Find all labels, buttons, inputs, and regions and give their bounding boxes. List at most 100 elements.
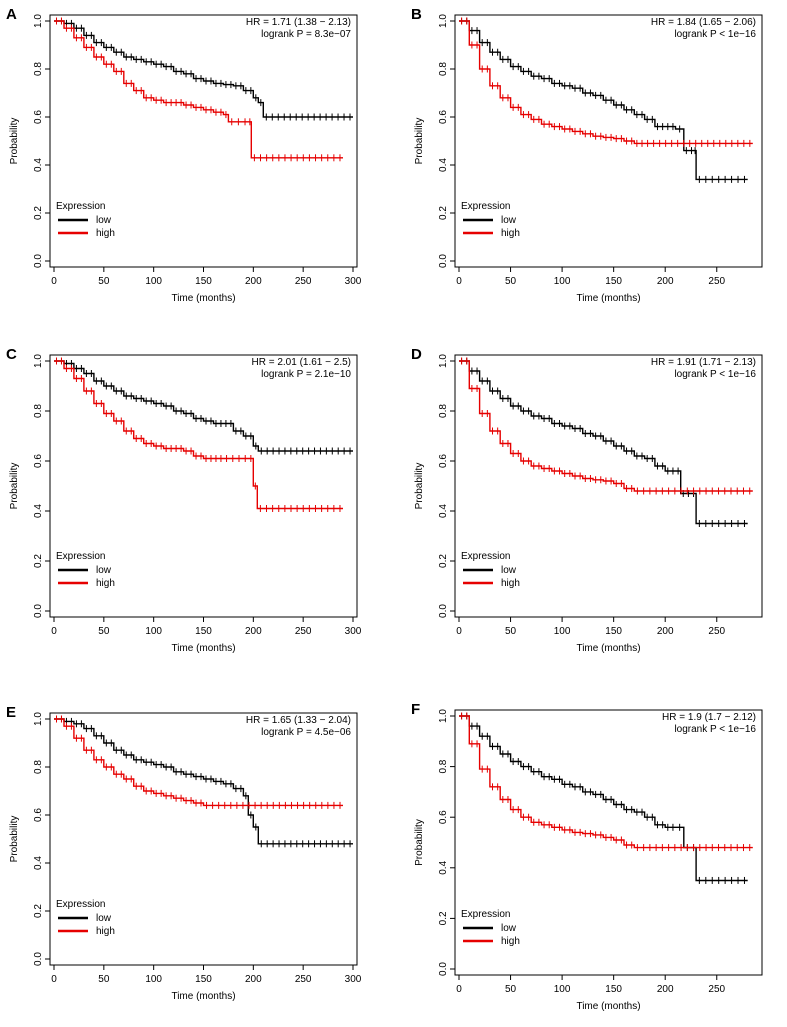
x-tick-label: 150 bbox=[195, 974, 212, 985]
x-tick-label: 50 bbox=[505, 626, 517, 637]
panel-a: A 0.0 0.2 0.4 0.6 0.8 1.0 0 50 100 150 200 250 300 Tim… bbox=[6, 6, 362, 304]
x-tick-label: 50 bbox=[98, 276, 110, 287]
legend-title: Expression bbox=[56, 201, 105, 212]
x-axis-label: Time (months) bbox=[171, 643, 235, 654]
x-tick-label: 100 bbox=[145, 974, 162, 985]
censor-marks-high bbox=[55, 715, 341, 809]
hr-text: HR = 1.91 (1.71 − 2.13) bbox=[651, 357, 756, 368]
y-tick-label: 1.0 bbox=[438, 354, 449, 368]
x-tick-label: 250 bbox=[708, 984, 725, 995]
legend-label-high: high bbox=[96, 228, 115, 239]
curve-low bbox=[54, 360, 353, 452]
x-tick-label: 200 bbox=[657, 626, 674, 637]
y-tick-label: 0.4 bbox=[33, 856, 44, 870]
logrank-text: logrank P = 4.5e−06 bbox=[261, 727, 351, 738]
x-tick-label: 300 bbox=[345, 974, 362, 985]
censor-marks-high bbox=[461, 17, 751, 147]
x-tick-label: 300 bbox=[345, 626, 362, 637]
x-tick-label: 200 bbox=[245, 276, 262, 287]
y-tick-label: 0.8 bbox=[438, 759, 449, 773]
censor-marks-low bbox=[55, 17, 351, 121]
x-tick-label: 150 bbox=[605, 626, 622, 637]
x-tick-label: 100 bbox=[554, 626, 571, 637]
y-axis-label: Probability bbox=[9, 463, 20, 510]
y-tick-label: 0.8 bbox=[438, 62, 449, 76]
x-tick-label: 100 bbox=[554, 276, 571, 287]
y-tick-label: 0.2 bbox=[438, 554, 449, 568]
logrank-text: logrank P < 1e−16 bbox=[674, 724, 756, 735]
curve-low bbox=[54, 20, 353, 118]
censor-marks-low bbox=[55, 357, 351, 455]
y-tick-label: 1.0 bbox=[33, 712, 44, 726]
logrank-text: logrank P < 1e−16 bbox=[674, 369, 756, 380]
x-tick-label: 200 bbox=[245, 626, 262, 637]
plot-frame bbox=[454, 14, 763, 268]
x-tick-label: 250 bbox=[295, 974, 312, 985]
hr-text: HR = 1.84 (1.65 − 2.06) bbox=[651, 17, 756, 28]
curve-high bbox=[459, 715, 753, 849]
y-tick-label: 0.2 bbox=[438, 206, 449, 220]
x-tick-label: 0 bbox=[51, 974, 57, 985]
y-tick-label: 0.8 bbox=[438, 404, 449, 418]
x-tick-label: 250 bbox=[708, 276, 725, 287]
y-tick-label: 1.0 bbox=[33, 14, 44, 28]
legend-label-high: high bbox=[96, 926, 115, 937]
y-tick-label: 0.6 bbox=[33, 454, 44, 468]
panel-e: E 0.0 0.2 0.4 0.6 0.8 1.0 0 50 100 150 200 250 300 Tim… bbox=[6, 704, 362, 1002]
panel-c: C 0.0 0.2 0.4 0.6 0.8 1.0 0 50 100 150 200 250 300 Tim… bbox=[6, 346, 362, 654]
y-tick-label: 0.4 bbox=[438, 158, 449, 172]
x-tick-label: 50 bbox=[505, 984, 517, 995]
x-tick-label: 0 bbox=[456, 276, 462, 287]
curve-high bbox=[459, 20, 753, 145]
y-tick-label: 0.2 bbox=[33, 904, 44, 918]
panel-f: F 0.0 0.2 0.4 0.6 0.8 1.0 0 50 100 150 200 250 Time (… bbox=[411, 701, 763, 1012]
legend-label-high: high bbox=[96, 578, 115, 589]
x-tick-label: 0 bbox=[456, 626, 462, 637]
x-axis-label: Time (months) bbox=[576, 293, 640, 304]
legend-label-high: high bbox=[501, 578, 520, 589]
panel-d: D 0.0 0.2 0.4 0.6 0.8 1.0 0 50 100 150 200 250 Time (… bbox=[411, 346, 763, 654]
panel-letter: D bbox=[411, 346, 422, 363]
legend-label-low: low bbox=[501, 215, 517, 226]
x-axis-label: Time (months) bbox=[171, 293, 235, 304]
censor-marks-low bbox=[461, 357, 745, 527]
y-axis-label: Probability bbox=[414, 463, 425, 510]
panel-letter: A bbox=[6, 6, 17, 23]
legend-label-low: low bbox=[501, 923, 517, 934]
y-tick-label: 0.8 bbox=[33, 760, 44, 774]
y-tick-label: 0.6 bbox=[438, 110, 449, 124]
x-tick-label: 250 bbox=[295, 276, 312, 287]
curve-low bbox=[459, 360, 748, 525]
curve-high bbox=[54, 718, 343, 807]
plot-frame bbox=[454, 354, 763, 618]
x-axis-label: Time (months) bbox=[576, 643, 640, 654]
y-tick-label: 0.0 bbox=[438, 962, 449, 976]
y-tick-label: 1.0 bbox=[33, 354, 44, 368]
x-tick-label: 50 bbox=[505, 276, 517, 287]
panel-letter: B bbox=[411, 6, 422, 23]
censor-marks-high bbox=[55, 17, 341, 162]
x-tick-label: 100 bbox=[145, 626, 162, 637]
x-tick-label: 250 bbox=[708, 626, 725, 637]
legend-title: Expression bbox=[461, 551, 510, 562]
legend-title: Expression bbox=[461, 201, 510, 212]
y-tick-label: 0.0 bbox=[438, 604, 449, 618]
x-tick-label: 300 bbox=[345, 276, 362, 287]
x-tick-label: 100 bbox=[554, 984, 571, 995]
x-tick-label: 150 bbox=[605, 276, 622, 287]
y-tick-label: 0.2 bbox=[33, 206, 44, 220]
plot-frame bbox=[454, 709, 763, 976]
curve-high bbox=[54, 20, 343, 159]
hr-text: HR = 1.65 (1.33 − 2.04) bbox=[246, 715, 351, 726]
y-axis-label: Probability bbox=[9, 118, 20, 165]
y-tick-label: 0.6 bbox=[438, 810, 449, 824]
censor-marks-high bbox=[461, 712, 751, 852]
x-tick-label: 200 bbox=[657, 984, 674, 995]
y-tick-label: 0.0 bbox=[33, 604, 44, 618]
x-tick-label: 200 bbox=[245, 974, 262, 985]
x-tick-label: 150 bbox=[195, 276, 212, 287]
y-axis-label: Probability bbox=[414, 819, 425, 866]
x-tick-label: 0 bbox=[456, 984, 462, 995]
y-tick-label: 0.2 bbox=[438, 911, 449, 925]
